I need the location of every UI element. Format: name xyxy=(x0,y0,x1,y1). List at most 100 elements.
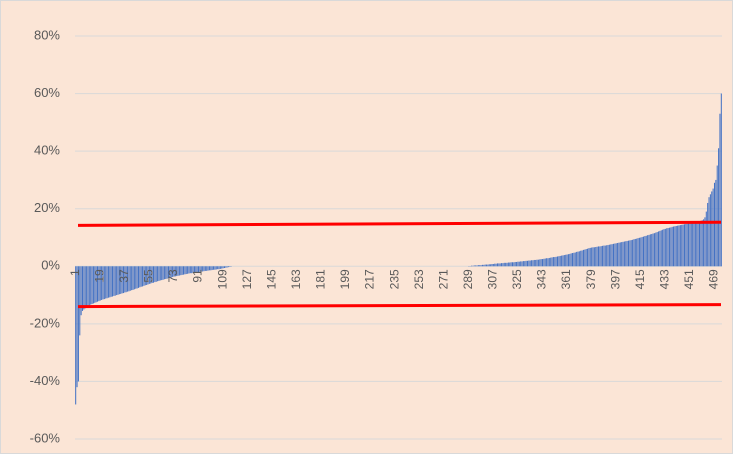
bar xyxy=(84,266,86,309)
bar xyxy=(622,241,624,267)
bar xyxy=(184,266,186,275)
bar xyxy=(221,266,223,269)
bar xyxy=(707,202,709,267)
x-tick-label: 1 xyxy=(68,269,82,276)
bar xyxy=(582,249,584,267)
bar xyxy=(225,266,227,268)
bar xyxy=(632,239,634,267)
bar xyxy=(630,240,632,267)
bar xyxy=(678,225,680,267)
bar xyxy=(658,231,660,267)
bar xyxy=(611,244,613,267)
x-tick-label: 253 xyxy=(412,269,426,289)
x-tick-label: 451 xyxy=(682,269,696,289)
bar xyxy=(675,225,677,267)
bar xyxy=(539,259,541,267)
bar xyxy=(555,256,557,267)
bar xyxy=(487,264,489,267)
bar xyxy=(131,266,133,291)
bar xyxy=(685,223,687,267)
bar xyxy=(581,250,583,267)
bar xyxy=(705,211,707,267)
bar xyxy=(90,266,92,305)
bar xyxy=(195,266,197,273)
bar xyxy=(619,242,621,267)
bar xyxy=(214,266,216,270)
bar xyxy=(573,252,575,267)
reference-lines xyxy=(77,220,722,309)
bar xyxy=(535,259,537,267)
bar xyxy=(693,222,695,267)
bar xyxy=(226,266,228,268)
y-tick-label: 0% xyxy=(41,258,60,273)
y-tick-label: 60% xyxy=(34,85,60,100)
x-tick-label: 73 xyxy=(166,269,180,283)
bar xyxy=(664,228,666,267)
bar xyxy=(185,266,187,275)
bar xyxy=(641,236,643,267)
bar xyxy=(596,246,598,267)
bar xyxy=(591,247,593,267)
x-tick-label: 433 xyxy=(658,269,672,289)
bar xyxy=(547,258,549,267)
bar xyxy=(585,249,587,267)
x-tick-label: 307 xyxy=(486,269,500,289)
bar xyxy=(563,255,565,267)
bar xyxy=(701,220,703,267)
reference-line xyxy=(77,220,722,227)
bar xyxy=(129,266,131,291)
bar xyxy=(528,260,530,267)
bar xyxy=(531,260,533,267)
bar xyxy=(157,266,159,282)
x-tick-label: 325 xyxy=(510,269,524,289)
bar xyxy=(522,261,524,267)
bar xyxy=(533,259,535,267)
bar xyxy=(200,266,202,272)
bar xyxy=(532,260,534,267)
bar xyxy=(499,263,501,267)
bar xyxy=(159,266,161,281)
y-tick-label: -20% xyxy=(30,315,61,330)
bar xyxy=(228,266,230,268)
bar xyxy=(218,266,220,270)
bar xyxy=(615,243,617,267)
bar xyxy=(683,224,685,267)
bar xyxy=(501,263,503,267)
x-tick-label: 19 xyxy=(92,269,106,283)
bar xyxy=(172,266,174,277)
bar xyxy=(136,266,138,289)
bar xyxy=(494,263,496,267)
x-tick-label: 379 xyxy=(584,269,598,289)
bar xyxy=(215,266,217,270)
bar xyxy=(660,230,662,267)
bar xyxy=(655,232,657,267)
bar xyxy=(139,266,141,288)
bar xyxy=(627,240,630,267)
bar xyxy=(211,266,213,271)
x-tick-label: 415 xyxy=(633,269,647,289)
bar xyxy=(636,238,638,267)
bar xyxy=(94,266,96,303)
bar xyxy=(112,266,114,297)
bar xyxy=(91,266,93,304)
bar xyxy=(86,266,88,308)
bar xyxy=(653,233,655,267)
x-tick-label: 397 xyxy=(608,269,622,289)
bar xyxy=(645,235,647,267)
bar xyxy=(686,223,688,267)
bar xyxy=(703,219,705,267)
bar xyxy=(578,251,580,267)
bar xyxy=(510,262,512,267)
bar xyxy=(673,226,675,267)
bar xyxy=(696,221,698,267)
x-tick-label: 37 xyxy=(117,269,131,283)
bar xyxy=(562,255,564,267)
bar xyxy=(551,257,553,267)
bar xyxy=(595,246,597,267)
bar xyxy=(709,194,711,267)
bar xyxy=(514,261,516,267)
bar xyxy=(125,266,127,293)
x-tick-label: 109 xyxy=(215,269,229,289)
